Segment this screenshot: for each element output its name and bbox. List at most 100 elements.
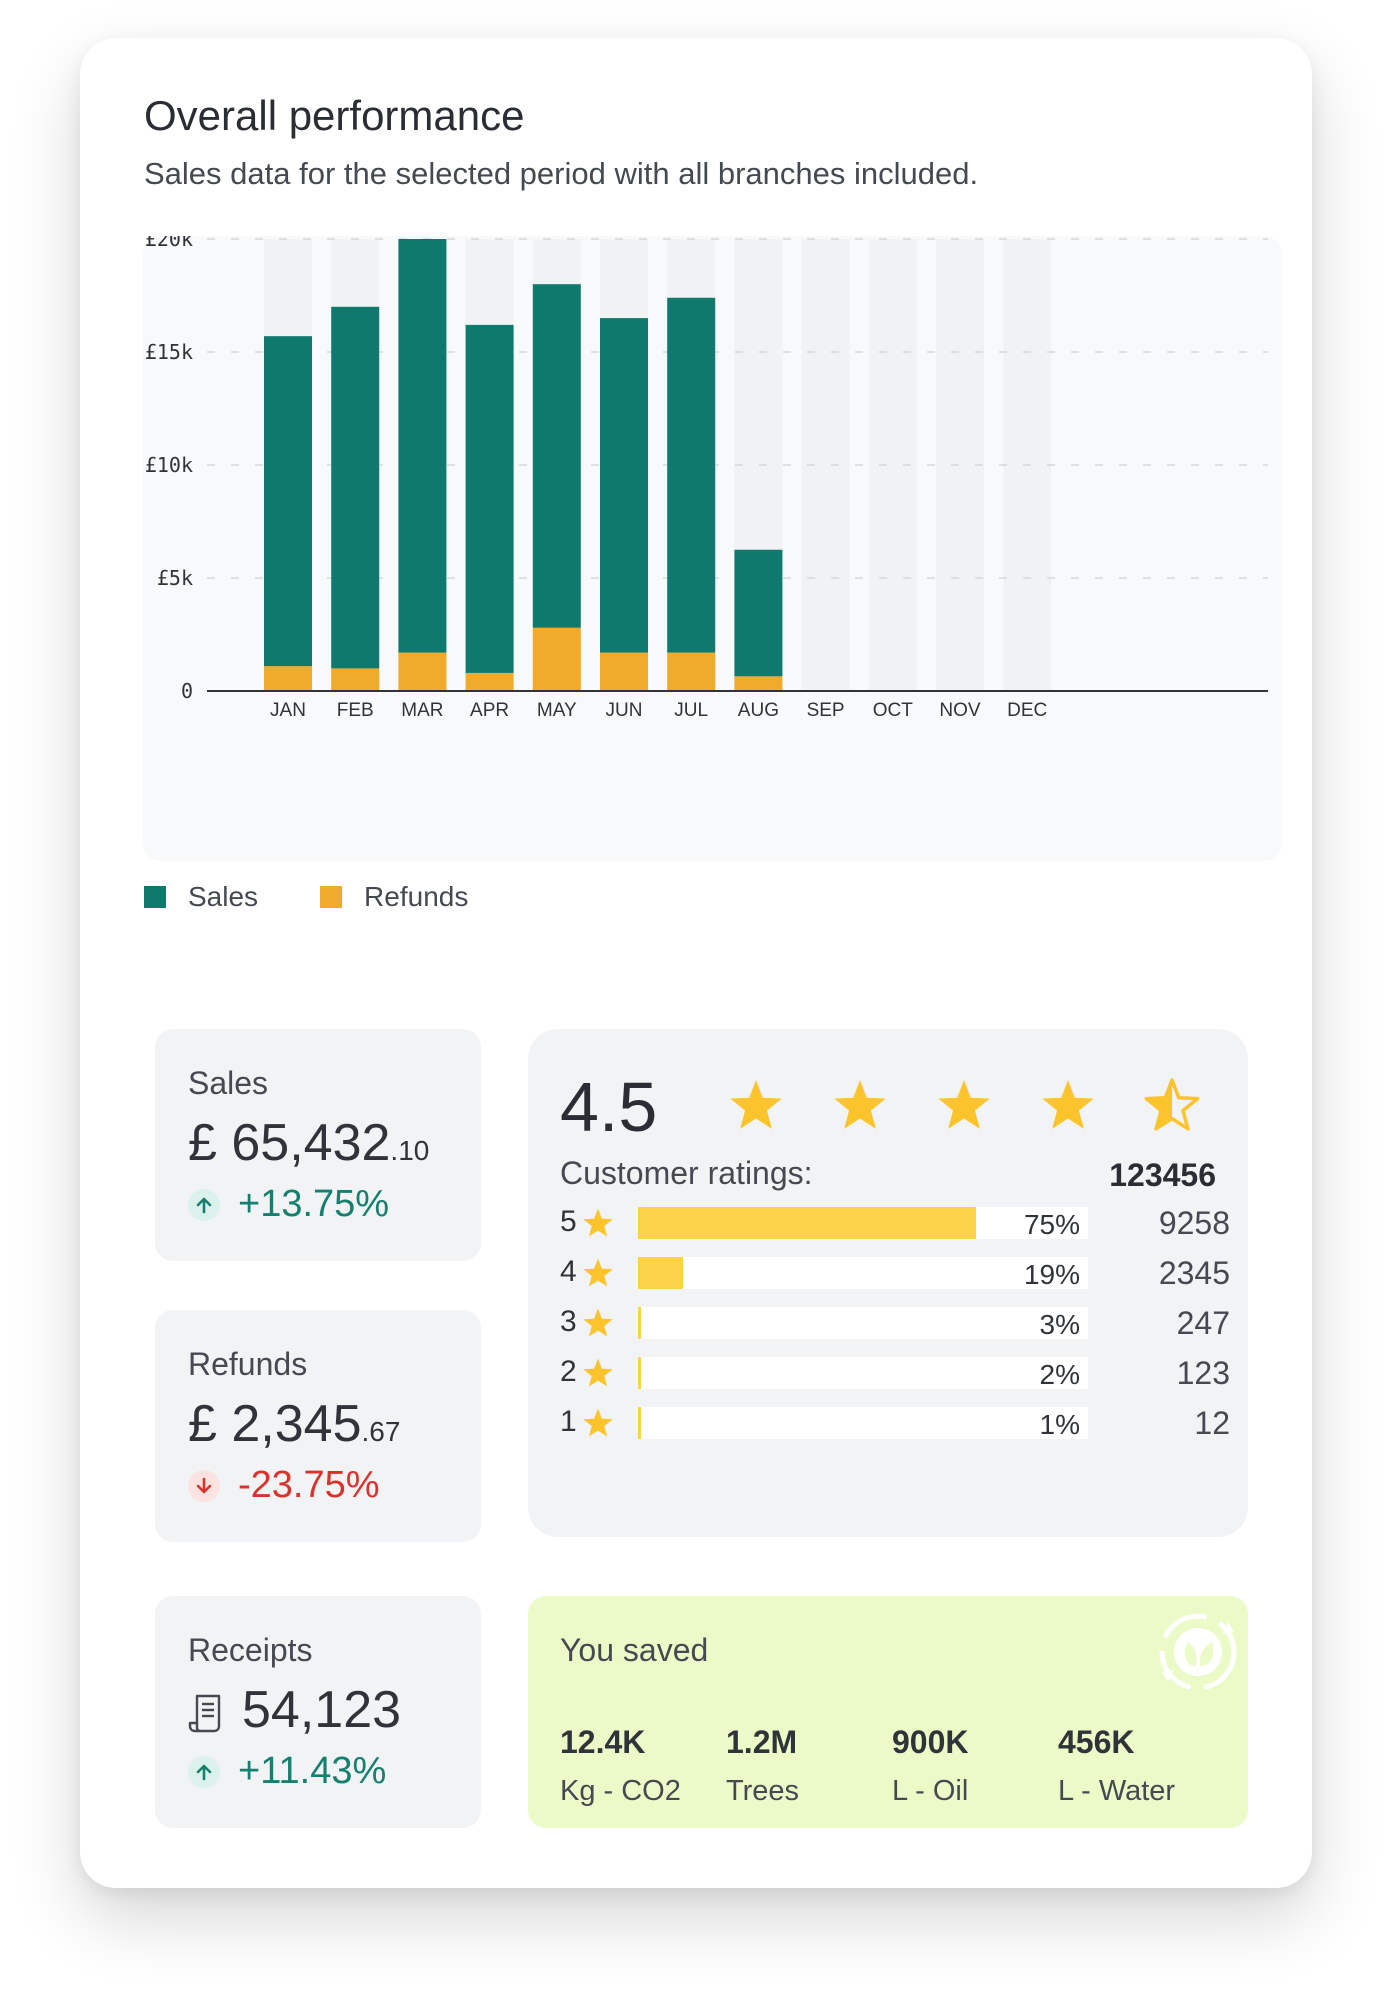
legend-label-sales: Sales [188, 881, 259, 912]
saved-item: 456K L - Water [1058, 1724, 1175, 1808]
ratings-label: Customer ratings: [560, 1155, 813, 1191]
receipts-change: +11.43% [188, 1750, 386, 1793]
saved-item-unit: L - Water [1058, 1775, 1176, 1807]
rating-row-count: 2345 [1158, 1255, 1230, 1291]
rating-row-stars: 4 [560, 1255, 577, 1288]
rating-row-count: 247 [1176, 1305, 1230, 1341]
rating-row-3: 3 3% 247 [560, 1303, 1230, 1343]
bar-refunds-mar [398, 652, 447, 691]
rating-bar-fill [638, 1207, 976, 1239]
saved-item: 900K L - Oil [892, 1724, 969, 1808]
x-tick-label: NOV [939, 700, 981, 721]
star-icon [583, 1358, 613, 1387]
rating-row-percent: 3% [1039, 1309, 1080, 1340]
saved-item: 1.2M Trees [726, 1724, 799, 1808]
rating-row-4: 4 19% 2345 [560, 1253, 1230, 1293]
legend-swatch-sales [144, 886, 166, 908]
saved-item-unit: Kg - CO2 [560, 1775, 681, 1807]
saved-item-value: 900K [892, 1724, 969, 1760]
x-tick-label: APR [470, 700, 509, 721]
x-tick-label: SEP [807, 700, 845, 721]
rating-bar: 1% [638, 1407, 1088, 1440]
x-tick-label: MAY [537, 700, 577, 721]
receipts-stat-card: Receipts 54,123 +11.43% [155, 1596, 481, 1828]
page-subtitle: Sales data for the selected period with … [144, 156, 979, 191]
sales-cents: .10 [390, 1135, 430, 1166]
star-icon [730, 1080, 782, 1129]
chart-legend: Sales Refunds [144, 881, 530, 913]
bar-refunds-jun [600, 652, 648, 691]
bar-refunds-feb [331, 668, 380, 691]
sales-stat-label: Sales [188, 1065, 269, 1101]
arrow-up-icon [188, 1188, 220, 1221]
refunds-stat-label: Refunds [188, 1346, 308, 1382]
bar-refunds-aug [734, 676, 783, 691]
rating-row-percent: 1% [1039, 1409, 1080, 1440]
rating-row-2: 2 2% 123 [560, 1353, 1230, 1393]
rating-row-count: 123 [1176, 1355, 1230, 1391]
customer-ratings-card: 4.5 Customer ratings: 123456 5 75% 9258 4 19… [528, 1029, 1248, 1537]
eco-leaf-icon [1159, 1613, 1237, 1691]
star-icon [583, 1208, 613, 1237]
rating-bar-fill [638, 1407, 641, 1439]
star-icon [834, 1080, 886, 1129]
rating-bar: 19% [638, 1257, 1088, 1290]
saved-item-unit: L - Oil [892, 1775, 969, 1807]
sales-chart-svg: 0 £5k £10k £15k £20k JAN FEB MAR APR MAY JUN JUL AUG… [145, 236, 1268, 721]
bar-sales-aug [734, 549, 783, 677]
bar-sales-jan [264, 336, 312, 667]
star-icon [583, 1308, 613, 1337]
refunds-currency: £ [188, 1395, 217, 1453]
y-tick-label: £20k [145, 236, 193, 251]
rating-bar: 3% [638, 1307, 1088, 1340]
rating-row-5: 5 75% 9258 [560, 1203, 1230, 1243]
x-tick-label: DEC [1007, 700, 1047, 721]
x-tick-label: MAR [401, 700, 443, 721]
receipts-stat-label: Receipts [188, 1632, 313, 1668]
bar-refunds-jul [667, 652, 716, 691]
rating-row-count: 9258 [1158, 1205, 1230, 1241]
refunds-stat-card: Refunds £ 2,345.67 -23.75% [155, 1310, 481, 1542]
x-tick-label: JUN [606, 700, 643, 721]
saved-item-value: 12.4K [560, 1724, 646, 1760]
legend-item-refunds: Refunds [320, 881, 468, 913]
sales-stat-card: Sales £ 65,432.10 +13.75% [155, 1029, 481, 1261]
rating-row-count: 12 [1194, 1405, 1230, 1441]
rating-row-percent: 2% [1039, 1359, 1080, 1390]
star-half-icon [1144, 1078, 1200, 1131]
rating-bar-fill [638, 1357, 641, 1389]
legend-item-sales: Sales [144, 881, 258, 913]
sales-change: +13.75% [188, 1183, 389, 1226]
ratings-total: 123456 [1109, 1157, 1216, 1193]
star-icon [583, 1258, 613, 1287]
receipt-icon [188, 1695, 221, 1733]
bar-sales-may [532, 284, 581, 628]
rating-stars [728, 1077, 1248, 1133]
x-tick-label: AUG [738, 700, 779, 721]
star-icon [1042, 1080, 1094, 1129]
legend-label-refunds: Refunds [364, 881, 469, 912]
rating-bar-fill [638, 1307, 641, 1339]
rating-bar: 2% [638, 1357, 1088, 1390]
x-tick-label: JUL [674, 700, 708, 721]
bar-sales-mar [398, 239, 447, 653]
saved-item-unit: Trees [726, 1775, 800, 1807]
x-tick-label: FEB [337, 700, 374, 721]
star-icon [583, 1408, 613, 1437]
arrow-up-icon [188, 1755, 220, 1788]
bar-sales-apr [465, 324, 514, 673]
refunds-cents: .67 [361, 1416, 401, 1447]
bar-sales-jul [667, 297, 716, 653]
performance-card: Overall performance Sales data for the s… [80, 38, 1312, 1888]
sales-chart: 0 £5k £10k £15k £20k JAN FEB MAR APR MAY JUN JUL AUG… [143, 236, 1282, 861]
rating-row-stars: 2 [560, 1355, 577, 1388]
sales-amount: 65,432 [231, 1114, 391, 1172]
rating-row-1: 1 1% 12 [560, 1403, 1230, 1443]
x-tick-label: OCT [873, 700, 914, 721]
rating-row-stars: 1 [560, 1405, 577, 1438]
bar-sales-jun [600, 318, 648, 653]
receipts-amount: 54,123 [242, 1681, 402, 1739]
refunds-change-value: -23.75% [238, 1464, 380, 1506]
refunds-change: -23.75% [188, 1464, 380, 1507]
rating-row-percent: 75% [1023, 1209, 1080, 1240]
